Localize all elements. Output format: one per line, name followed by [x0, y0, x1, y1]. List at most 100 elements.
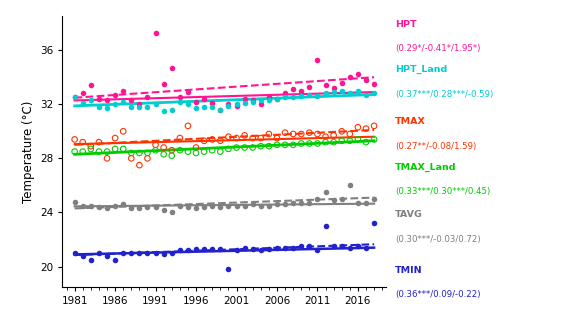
Point [256, 97, 265, 103]
Point [78, 149, 87, 154]
Point [224, 267, 233, 272]
Point [191, 206, 201, 211]
Point [296, 88, 306, 93]
Text: (0.30***/-0.03/0.72): (0.30***/-0.03/0.72) [395, 235, 481, 244]
Point [111, 203, 120, 208]
Point [119, 129, 128, 134]
Point [232, 102, 241, 107]
Point [273, 135, 282, 141]
Point [232, 248, 241, 253]
Point [353, 244, 362, 249]
Point [305, 244, 314, 249]
Point [296, 141, 306, 146]
Point [321, 140, 330, 145]
Point [337, 196, 346, 201]
Point [337, 88, 346, 93]
Point [329, 140, 338, 145]
Point [78, 140, 87, 145]
Point [256, 143, 265, 149]
Point [305, 141, 314, 146]
Point [102, 253, 111, 259]
Point [345, 138, 354, 143]
Point [313, 248, 322, 253]
Point [191, 246, 201, 252]
Text: HPT_Land: HPT_Land [395, 65, 447, 74]
Point [183, 204, 193, 210]
Point [176, 248, 185, 253]
Point [70, 250, 79, 256]
Point [345, 91, 354, 96]
Point [296, 244, 306, 249]
Point [199, 96, 208, 101]
Point [102, 149, 111, 154]
Text: (0.33***/0.30***/0.45): (0.33***/0.30***/0.45) [395, 187, 490, 197]
Point [345, 183, 354, 188]
Text: (0.27**/-0.08/1.59): (0.27**/-0.08/1.59) [395, 142, 476, 151]
Point [127, 206, 136, 211]
Point [273, 245, 282, 250]
Point [337, 244, 346, 249]
Point [86, 97, 95, 103]
Point [183, 248, 193, 253]
Point [224, 103, 233, 108]
Point [135, 162, 144, 168]
Point [345, 245, 354, 250]
Point [159, 145, 168, 150]
Point [232, 135, 241, 141]
Point [159, 108, 168, 113]
Point [208, 148, 217, 153]
Point [70, 149, 79, 154]
Point [86, 257, 95, 262]
Point [329, 85, 338, 91]
Text: (0.29*/-0.41*/1.95*): (0.29*/-0.41*/1.95*) [395, 44, 480, 53]
Point [361, 245, 370, 250]
Point [337, 129, 346, 134]
Point [102, 97, 111, 103]
Point [264, 131, 273, 137]
Point [321, 83, 330, 88]
Point [240, 96, 249, 101]
Point [313, 141, 322, 146]
Point [94, 140, 103, 145]
Point [305, 92, 314, 97]
Text: (0.37***/0.28***/-0.59): (0.37***/0.28***/-0.59) [395, 90, 493, 99]
Point [151, 250, 160, 256]
Point [143, 150, 152, 156]
Point [248, 99, 257, 104]
Point [240, 133, 249, 138]
Point [281, 130, 290, 135]
Point [264, 203, 273, 208]
Point [313, 57, 322, 62]
Point [86, 146, 95, 152]
Point [264, 97, 273, 103]
Point [216, 138, 225, 143]
Point [361, 200, 370, 206]
Point [135, 250, 144, 256]
Point [208, 104, 217, 110]
Point [151, 30, 160, 35]
Point [143, 250, 152, 256]
Point [273, 142, 282, 147]
Point [135, 104, 144, 110]
Point [78, 203, 87, 208]
Point [240, 203, 249, 208]
Point [119, 146, 128, 152]
Point [183, 149, 193, 154]
Point [353, 72, 362, 77]
Point [70, 95, 79, 100]
Text: TMAX: TMAX [395, 117, 425, 126]
Point [264, 246, 273, 252]
Point [232, 145, 241, 150]
Point [370, 81, 379, 86]
Point [273, 96, 282, 101]
Point [151, 148, 160, 153]
Point [264, 95, 273, 100]
Point [208, 246, 217, 252]
Point [256, 203, 265, 208]
Point [321, 223, 330, 229]
Point [224, 102, 233, 107]
Point [86, 83, 95, 88]
Point [94, 96, 103, 101]
Point [361, 77, 370, 82]
Point [111, 102, 120, 107]
